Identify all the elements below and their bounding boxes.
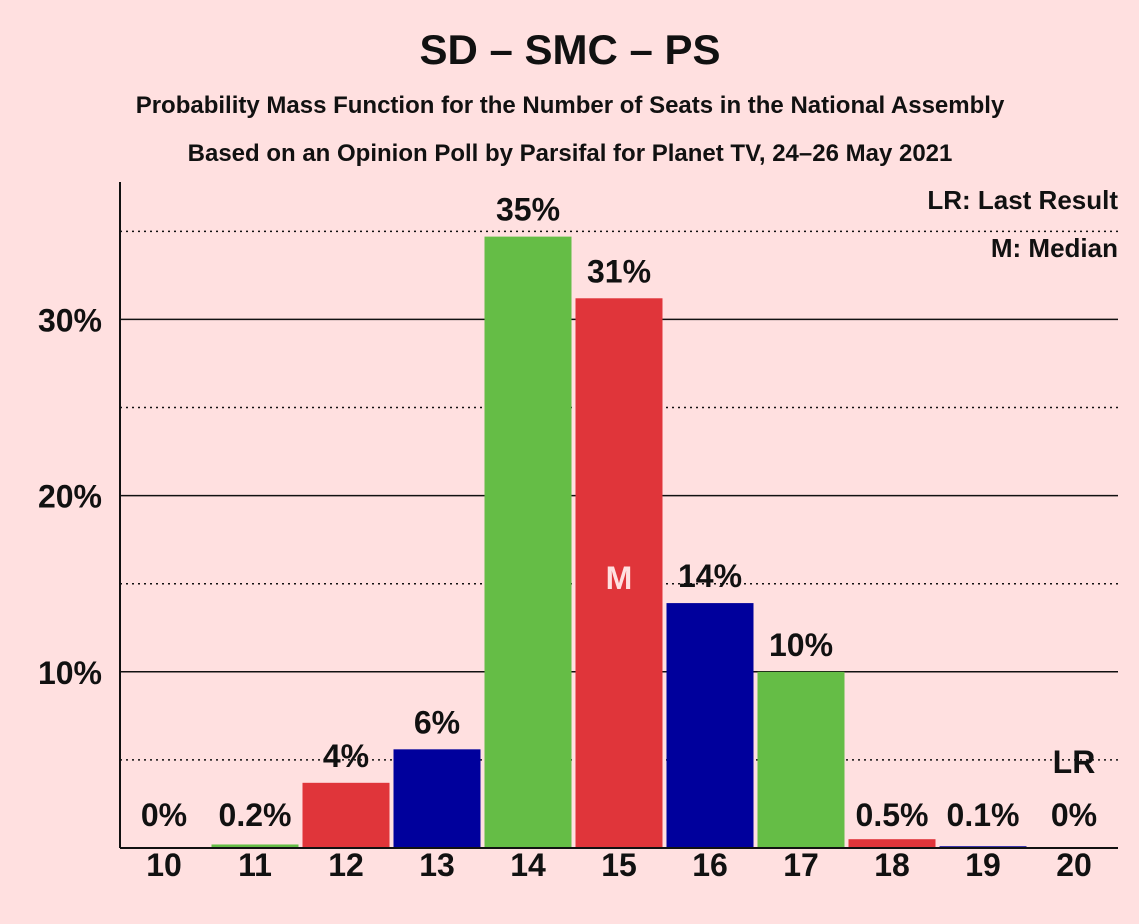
value-label: 31% bbox=[587, 253, 651, 289]
value-label: 0% bbox=[1051, 797, 1097, 833]
x-tick-label: 19 bbox=[965, 847, 1001, 883]
bar bbox=[666, 603, 754, 848]
bar bbox=[393, 749, 481, 848]
x-tick-label: 17 bbox=[783, 847, 819, 883]
x-tick-label: 14 bbox=[510, 847, 546, 883]
x-tick-label: 15 bbox=[601, 847, 637, 883]
x-tick-label: 10 bbox=[146, 847, 182, 883]
median-marker: M bbox=[606, 560, 633, 596]
chart-subtitle: Probability Mass Function for the Number… bbox=[136, 92, 1005, 119]
value-label: 0.1% bbox=[947, 797, 1020, 833]
y-tick-label: 30% bbox=[38, 302, 102, 338]
value-label: 14% bbox=[678, 558, 742, 594]
bar bbox=[302, 782, 390, 848]
x-tick-label: 20 bbox=[1056, 847, 1092, 883]
x-tick-label: 16 bbox=[692, 847, 728, 883]
bar bbox=[484, 236, 572, 849]
legend-median: M: Median bbox=[991, 233, 1118, 263]
value-labels: 0% 0.2% 4% 6% 35% 31% 14% 10% 0.5% 0.1% 0% M LR bbox=[141, 192, 1097, 833]
bar bbox=[211, 844, 299, 848]
value-label: 6% bbox=[414, 704, 460, 740]
x-tick-label: 18 bbox=[874, 847, 910, 883]
value-label: 4% bbox=[323, 738, 369, 774]
value-label: 35% bbox=[496, 192, 560, 228]
value-label: 0% bbox=[141, 797, 187, 833]
bars bbox=[211, 236, 1027, 849]
value-label: 0.5% bbox=[856, 797, 929, 833]
x-tick-label: 11 bbox=[238, 847, 272, 883]
chart-subtitle-source: Based on an Opinion Poll by Parsifal for… bbox=[188, 140, 953, 167]
y-tick-labels: 10% 20% 30% bbox=[38, 302, 102, 690]
bar bbox=[757, 671, 845, 848]
value-label: 10% bbox=[769, 627, 833, 663]
y-tick-label: 20% bbox=[38, 479, 102, 515]
bar bbox=[848, 839, 936, 848]
x-tick-label: 12 bbox=[328, 847, 364, 883]
legend-last-result: LR: Last Result bbox=[927, 185, 1118, 215]
last-result-marker: LR bbox=[1053, 744, 1096, 780]
bar bbox=[575, 298, 663, 848]
y-tick-label: 10% bbox=[38, 655, 102, 691]
x-tick-label: 13 bbox=[419, 847, 455, 883]
x-tick-labels: 10 11 12 13 14 15 16 17 18 19 20 bbox=[146, 847, 1092, 883]
chart-title: SD – SMC – PS bbox=[419, 26, 720, 73]
value-label: 0.2% bbox=[219, 797, 292, 833]
